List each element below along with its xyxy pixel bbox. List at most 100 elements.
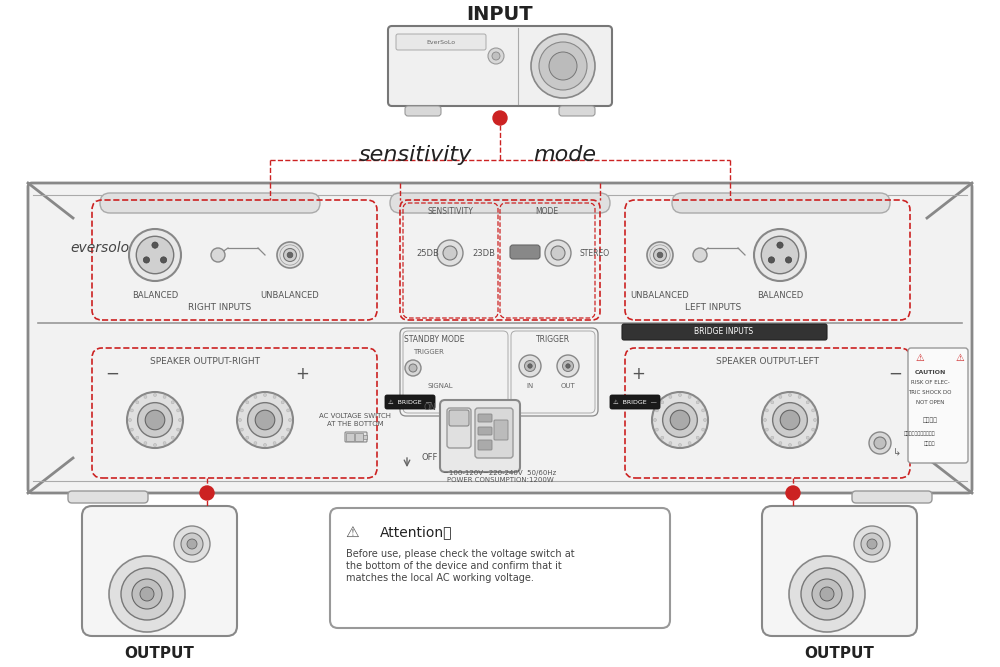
Text: OFF: OFF <box>422 452 438 462</box>
Circle shape <box>132 579 162 609</box>
Circle shape <box>812 579 842 609</box>
Text: −: − <box>105 365 119 383</box>
Circle shape <box>874 437 886 449</box>
Circle shape <box>128 418 132 422</box>
Text: STANDBY MODE: STANDBY MODE <box>404 336 464 344</box>
FancyBboxPatch shape <box>449 410 469 426</box>
Circle shape <box>789 556 865 632</box>
Circle shape <box>281 436 284 439</box>
Circle shape <box>287 428 290 431</box>
Circle shape <box>806 436 809 439</box>
Circle shape <box>130 428 133 431</box>
Text: OUT: OUT <box>561 383 575 389</box>
FancyBboxPatch shape <box>440 400 520 472</box>
Circle shape <box>437 240 463 266</box>
Text: AC VOLTAGE SWITCH
AT THE BOTTOM: AC VOLTAGE SWITCH AT THE BOTTOM <box>319 414 391 426</box>
Circle shape <box>661 436 664 439</box>
Circle shape <box>177 428 180 431</box>
FancyBboxPatch shape <box>405 106 441 116</box>
Circle shape <box>773 403 807 438</box>
Text: Attention：: Attention： <box>380 525 452 539</box>
Circle shape <box>200 486 214 500</box>
Circle shape <box>237 392 293 448</box>
Circle shape <box>160 257 167 263</box>
Circle shape <box>771 436 774 439</box>
Circle shape <box>273 442 276 445</box>
Circle shape <box>762 392 818 448</box>
Text: BALANCED: BALANCED <box>132 291 178 299</box>
FancyBboxPatch shape <box>330 508 670 628</box>
Circle shape <box>531 34 595 98</box>
FancyBboxPatch shape <box>478 414 492 422</box>
Circle shape <box>524 360 536 372</box>
Text: STEREO: STEREO <box>580 249 610 257</box>
Text: NOT OPEN: NOT OPEN <box>916 400 944 406</box>
Circle shape <box>163 442 166 445</box>
Circle shape <box>771 401 774 404</box>
Circle shape <box>779 442 782 445</box>
Circle shape <box>140 587 154 601</box>
Circle shape <box>670 410 690 430</box>
Circle shape <box>152 242 158 248</box>
Circle shape <box>255 410 275 430</box>
Circle shape <box>129 229 181 281</box>
FancyBboxPatch shape <box>346 433 354 441</box>
Circle shape <box>566 364 570 368</box>
FancyBboxPatch shape <box>355 433 363 441</box>
Circle shape <box>812 428 815 431</box>
Text: ⚠: ⚠ <box>916 353 924 363</box>
Circle shape <box>661 401 664 404</box>
Text: 店内更换: 店内更换 <box>924 442 936 446</box>
Circle shape <box>669 442 672 445</box>
Circle shape <box>657 252 663 258</box>
Circle shape <box>688 396 691 398</box>
FancyBboxPatch shape <box>396 34 486 50</box>
FancyBboxPatch shape <box>475 408 513 458</box>
Text: OUTPUT: OUTPUT <box>124 646 194 662</box>
Circle shape <box>801 568 853 620</box>
Circle shape <box>562 360 574 372</box>
Text: ⚠: ⚠ <box>956 353 964 363</box>
Circle shape <box>254 442 257 445</box>
Circle shape <box>557 355 579 377</box>
Circle shape <box>696 436 699 439</box>
Circle shape <box>812 409 815 412</box>
Circle shape <box>788 444 792 446</box>
Circle shape <box>136 401 139 404</box>
Text: TRIC SHOCK DO: TRIC SHOCK DO <box>908 390 952 396</box>
Circle shape <box>181 533 203 555</box>
Text: TRIGGER: TRIGGER <box>536 336 570 344</box>
FancyBboxPatch shape <box>68 491 148 503</box>
Text: ↳: ↳ <box>893 447 901 457</box>
Circle shape <box>136 436 139 439</box>
Circle shape <box>239 418 242 422</box>
Circle shape <box>178 418 182 422</box>
Circle shape <box>861 533 883 555</box>
Text: SIGNAL: SIGNAL <box>428 383 454 389</box>
Circle shape <box>519 355 541 377</box>
Circle shape <box>127 392 183 448</box>
Circle shape <box>154 444 156 446</box>
Circle shape <box>246 436 249 439</box>
Circle shape <box>264 444 266 446</box>
Circle shape <box>798 442 801 445</box>
Circle shape <box>171 401 174 404</box>
FancyBboxPatch shape <box>385 395 435 409</box>
Circle shape <box>488 48 504 64</box>
Circle shape <box>246 401 249 404</box>
Circle shape <box>647 242 673 268</box>
Circle shape <box>854 526 890 562</box>
Circle shape <box>652 392 708 448</box>
Circle shape <box>768 257 775 263</box>
Circle shape <box>549 52 577 80</box>
Text: ⚠: ⚠ <box>345 524 359 540</box>
Circle shape <box>528 364 532 368</box>
Circle shape <box>174 526 210 562</box>
Circle shape <box>655 428 658 431</box>
Text: RISK OF ELEC-: RISK OF ELEC- <box>911 380 949 386</box>
Circle shape <box>154 394 156 396</box>
Circle shape <box>493 111 507 125</box>
Circle shape <box>761 236 799 273</box>
Circle shape <box>145 410 165 430</box>
Circle shape <box>551 246 565 260</box>
